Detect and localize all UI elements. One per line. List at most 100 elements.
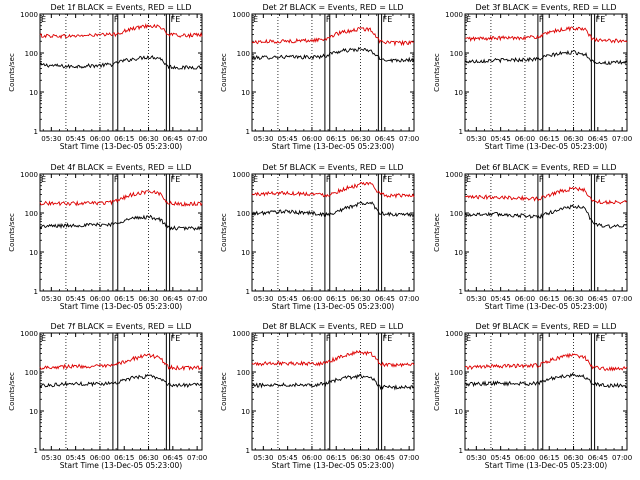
marker-label-e: E — [466, 334, 471, 343]
panel-title: Det 2f BLACK = Events, RED = LLD — [262, 3, 403, 12]
x-tick-label: 06:30 — [563, 295, 583, 303]
y-tick-label: 1 — [459, 128, 463, 136]
y-tick-label: 1 — [246, 128, 250, 136]
x-axis-label: Start Time (13-Dec-05 05:23:00) — [272, 142, 394, 151]
events-series-line — [251, 46, 415, 64]
marker-label-f: F — [539, 334, 544, 343]
events-series-line — [464, 372, 628, 389]
events-series-line — [464, 204, 628, 229]
x-tick-label: 06:00 — [302, 135, 322, 143]
x-tick-label: 06:15 — [326, 295, 346, 303]
x-tick-label: 06:15 — [114, 295, 134, 303]
marker-label-e: E — [41, 334, 46, 343]
x-tick-label: 06:15 — [326, 454, 346, 462]
x-tick-label: 06:15 — [539, 135, 559, 143]
marker-label-e: E — [466, 15, 471, 24]
events-series-line — [39, 55, 203, 71]
y-tick-label: 1000 — [232, 11, 250, 19]
x-tick-label: 06:15 — [539, 295, 559, 303]
y-tick-label: 100 — [450, 50, 463, 58]
y-tick-label: 10 — [29, 249, 38, 257]
x-tick-label: 05:45 — [491, 135, 511, 143]
marker-label-fe: FE — [596, 334, 606, 343]
y-tick-label: 1000 — [445, 330, 463, 338]
x-tick-label: 06:45 — [588, 295, 608, 303]
y-tick-label: 100 — [25, 369, 38, 377]
events-series-line — [251, 201, 415, 218]
panel-title: Det 5f BLACK = Events, RED = LLD — [262, 163, 403, 172]
y-tick-label: 10 — [454, 408, 463, 416]
marker-label-f: F — [114, 175, 119, 184]
x-tick-label: 07:00 — [187, 454, 207, 462]
y-tick-label: 1000 — [445, 171, 463, 179]
x-tick-label: 05:45 — [278, 454, 298, 462]
plot-frame — [39, 173, 203, 292]
events-series-line — [251, 373, 415, 391]
y-tick-label: 1000 — [20, 171, 38, 179]
plot-frame — [464, 13, 628, 132]
y-tick-label: 1 — [459, 288, 463, 296]
y-tick-label: 100 — [237, 210, 250, 218]
y-axis-label: Counts/sec — [8, 372, 16, 411]
x-tick-label: 06:45 — [375, 135, 395, 143]
lld-series-line — [464, 25, 628, 44]
detector-panel: Det 1f BLACK = Events, RED = LLD 1 10 100 10… — [8, 3, 207, 151]
x-tick-label: 05:45 — [491, 295, 511, 303]
lld-series-line — [251, 26, 415, 47]
detector-panel: Det 3f BLACK = Events, RED = LLD 1 10 100 10… — [433, 3, 632, 151]
y-axis-label: Counts/sec — [8, 53, 16, 92]
y-tick-label: 1000 — [232, 171, 250, 179]
x-tick-label: 06:45 — [163, 295, 183, 303]
marker-label-f: F — [326, 175, 331, 184]
y-tick-label: 100 — [237, 50, 250, 58]
x-tick-label: 06:15 — [114, 454, 134, 462]
panel-title: Det 9f BLACK = Events, RED = LLD — [475, 322, 616, 331]
marker-label-fe: FE — [171, 175, 181, 184]
detector-panel: Det 5f BLACK = Events, RED = LLD 1 10 100 10… — [220, 163, 419, 311]
marker-label-fe: FE — [383, 334, 393, 343]
x-tick-label: 06:45 — [163, 135, 183, 143]
y-tick-label: 1 — [459, 447, 463, 455]
x-tick-label: 05:30 — [466, 454, 486, 462]
y-tick-label: 1 — [34, 128, 38, 136]
marker-label-fe: FE — [596, 15, 606, 24]
detector-panel: Det 4f BLACK = Events, RED = LLD 1 10 100 10… — [8, 163, 207, 311]
lld-series-line — [39, 23, 203, 40]
x-tick-label: 05:30 — [41, 454, 61, 462]
x-tick-label: 06:00 — [515, 454, 535, 462]
x-tick-label: 06:45 — [588, 135, 608, 143]
x-tick-label: 06:30 — [350, 295, 370, 303]
lld-series-line — [464, 352, 628, 372]
detector-panel: Det 6f BLACK = Events, RED = LLD 1 10 100 10… — [433, 163, 632, 311]
x-tick-label: 05:30 — [466, 135, 486, 143]
detector-panel: Det 7f BLACK = Events, RED = LLD 1 10 100 10… — [8, 322, 207, 470]
y-tick-label: 100 — [237, 369, 250, 377]
x-tick-label: 07:00 — [612, 454, 632, 462]
x-tick-label: 05:30 — [41, 295, 61, 303]
plot-frame — [251, 332, 415, 451]
x-tick-label: 07:00 — [399, 135, 419, 143]
x-tick-label: 06:30 — [563, 135, 583, 143]
marker-label-fe: FE — [383, 15, 393, 24]
events-series-line — [464, 49, 628, 65]
lld-series-line — [464, 186, 627, 205]
x-tick-label: 07:00 — [399, 454, 419, 462]
marker-label-e: E — [41, 175, 46, 184]
y-tick-label: 10 — [454, 89, 463, 97]
x-tick-label: 06:30 — [138, 295, 158, 303]
y-tick-label: 1000 — [20, 330, 38, 338]
y-axis-label: Counts/sec — [433, 53, 441, 92]
x-tick-label: 05:30 — [253, 135, 273, 143]
x-axis-label: Start Time (13-Dec-05 05:23:00) — [272, 302, 394, 311]
marker-label-f: F — [539, 15, 544, 24]
x-tick-label: 05:30 — [253, 454, 273, 462]
marker-label-fe: FE — [596, 175, 606, 184]
x-tick-label: 06:30 — [138, 135, 158, 143]
x-tick-label: 06:00 — [302, 454, 322, 462]
y-tick-label: 1 — [34, 447, 38, 455]
x-tick-label: 06:15 — [539, 454, 559, 462]
detector-panel: Det 2f BLACK = Events, RED = LLD 1 10 100 10… — [220, 3, 419, 151]
plot-frame — [39, 332, 203, 451]
lld-series-line — [251, 349, 415, 368]
y-tick-label: 10 — [454, 249, 463, 257]
